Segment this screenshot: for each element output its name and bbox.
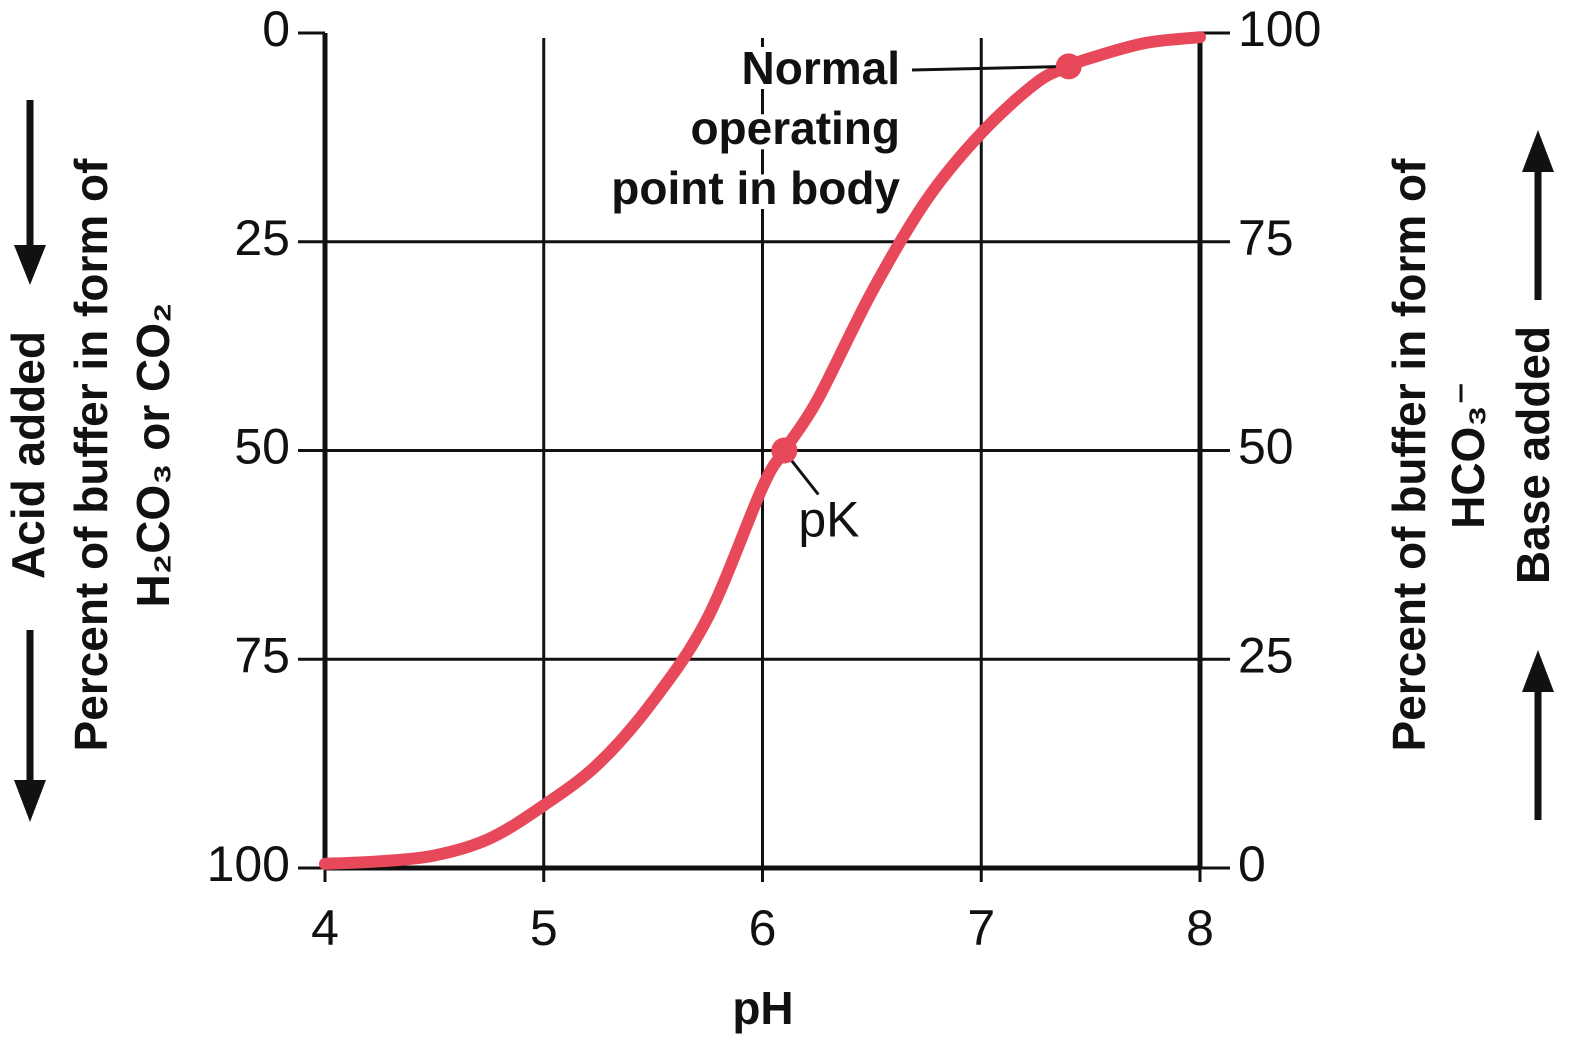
y-tick-label: 0 — [262, 1, 290, 57]
annotation-text: point in body — [611, 162, 900, 214]
y2-axis-label: HCO₃⁻ — [1442, 381, 1494, 529]
x-tick-label: 6 — [749, 900, 777, 956]
y-axis-label: Percent of buffer in form of — [65, 158, 117, 752]
y-tick-label: 75 — [234, 627, 290, 683]
x-tick-label: 4 — [311, 900, 339, 956]
x-tick-label: 7 — [967, 900, 995, 956]
right-note: Base added — [1507, 326, 1559, 584]
y-tick-label: 100 — [207, 836, 290, 892]
y-axis-label: H₂CO₃ or CO₂ — [127, 303, 179, 608]
y2-axis-label: Percent of buffer in form of — [1383, 158, 1435, 752]
annotation-text: pK — [798, 492, 859, 548]
annotation-text: operating — [690, 102, 900, 154]
left-note: Acid added — [2, 331, 54, 579]
x-tick-label: 8 — [1186, 900, 1214, 956]
y-tick-label: 50 — [234, 419, 290, 475]
arrows — [14, 100, 1554, 822]
x-tick-label: 5 — [530, 900, 558, 956]
annotation-leader — [911, 64, 1069, 72]
y-tick-label: 25 — [234, 210, 290, 266]
x-axis-label: pH — [732, 982, 793, 1034]
y2-tick-label: 0 — [1238, 836, 1266, 892]
annotation-leader — [787, 455, 820, 496]
annotation-text: Normal — [742, 42, 900, 94]
y2-tick-label: 75 — [1238, 210, 1294, 266]
annotation-point — [1055, 53, 1082, 80]
y2-tick-label: 100 — [1238, 1, 1321, 57]
y2-tick-label: 50 — [1238, 419, 1294, 475]
y2-tick-label: 25 — [1238, 627, 1294, 683]
annotation-point — [771, 437, 798, 464]
